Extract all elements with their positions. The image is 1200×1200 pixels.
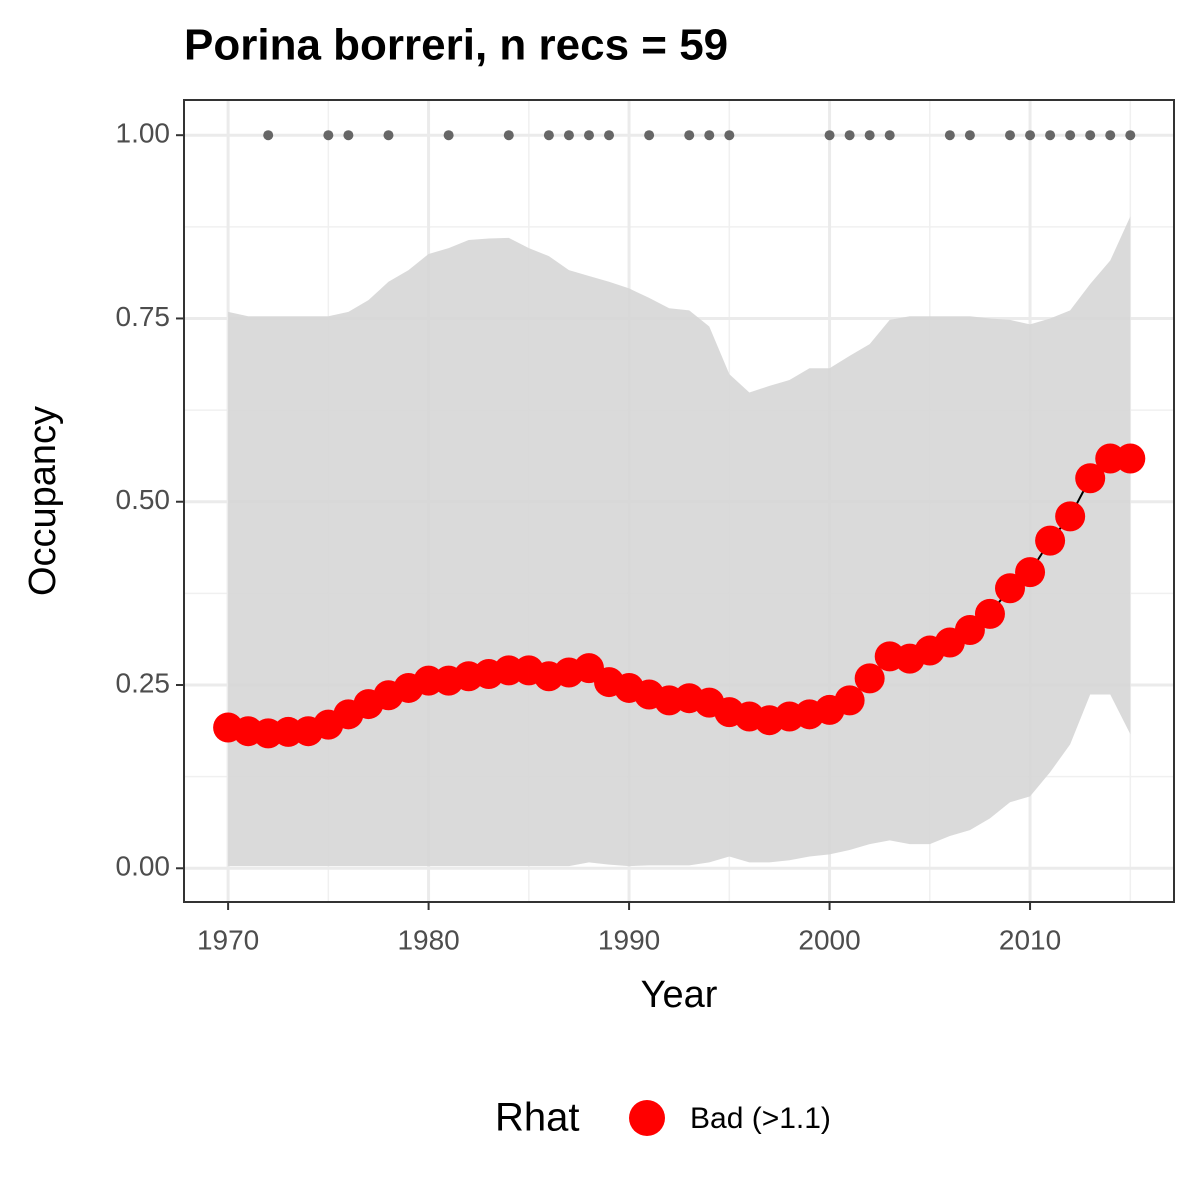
record-dot (604, 130, 615, 141)
chart-title: Porina borreri, n recs = 59 (184, 21, 728, 70)
y-tick-label: 0.50 (116, 484, 171, 515)
record-dot (944, 130, 955, 141)
record-dot (543, 130, 554, 141)
data-point (854, 663, 885, 694)
x-tick-label: 2000 (798, 924, 860, 955)
record-dot (383, 130, 394, 141)
y-tick-label: 0.00 (116, 851, 171, 882)
record-dot (724, 130, 735, 141)
y-tick-label: 0.25 (116, 667, 171, 698)
data-point (1035, 525, 1066, 556)
record-dot (563, 130, 574, 141)
legend-label: Bad (>1.1) (690, 1102, 831, 1135)
record-dot (323, 130, 334, 141)
record-dot (1005, 130, 1016, 141)
record-dot (1105, 130, 1116, 141)
record-dot (1085, 130, 1096, 141)
record-dot (844, 130, 855, 141)
record-dot (864, 130, 875, 141)
record-dot (704, 130, 715, 141)
record-dot (1045, 130, 1056, 141)
legend-marker (629, 1100, 665, 1136)
record-dot (1025, 130, 1036, 141)
record-dot (343, 130, 354, 141)
x-tick-label: 2010 (999, 924, 1061, 955)
record-dot (503, 130, 514, 141)
x-tick-label: 1980 (397, 924, 459, 955)
x-tick-label: 1970 (197, 924, 259, 955)
record-dot (884, 130, 895, 141)
y-axis-title: Occupancy (22, 406, 64, 596)
legend-title: Rhat (495, 1096, 580, 1140)
data-point (834, 685, 865, 716)
data-point (1055, 501, 1086, 532)
record-dot (583, 130, 594, 141)
record-dot (1125, 130, 1136, 141)
data-point (1015, 557, 1046, 588)
data-point (1115, 443, 1146, 474)
y-tick-label: 1.00 (116, 118, 171, 149)
x-axis-title: Year (641, 974, 718, 1016)
record-dot (1065, 130, 1076, 141)
record-dot (824, 130, 835, 141)
record-dot (443, 130, 454, 141)
record-dot (644, 130, 655, 141)
record-dot (964, 130, 975, 141)
y-tick-label: 0.75 (116, 301, 171, 332)
data-point (954, 615, 985, 646)
data-point (1075, 463, 1106, 494)
data-point (995, 573, 1026, 604)
data-point (974, 598, 1005, 629)
record-dot (263, 130, 274, 141)
record-dot (684, 130, 695, 141)
x-tick-label: 1990 (598, 924, 660, 955)
confidence-ribbon (228, 216, 1131, 867)
